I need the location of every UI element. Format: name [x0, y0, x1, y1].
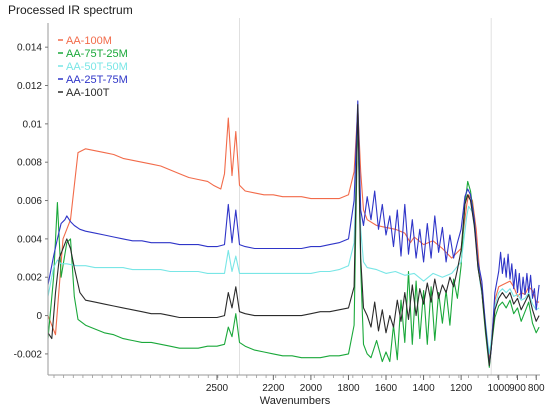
reference-lines — [239, 18, 492, 375]
y-tick-label: 0.012 — [17, 81, 42, 92]
y-tick-label: 0.002 — [17, 273, 42, 284]
y-tick-label: 0.01 — [23, 119, 43, 130]
axes: -0.002 0 0.002 0.004 0.006 0.008 0.01 0.012 0.01… — [14, 23, 545, 394]
x-tick-label: 2000 — [300, 383, 323, 394]
legend: AA-100MAA-75T-25MAA-50T-50MAA-25T-75MAA-… — [58, 35, 128, 99]
x-axis-label: Wavenumbers — [260, 395, 331, 407]
legend-label: AA-100T — [66, 87, 110, 99]
y-tick-label: 0.008 — [17, 158, 42, 169]
x-tick-label: 900 — [509, 383, 526, 394]
y-tick-label: 0.014 — [17, 43, 42, 54]
x-tick-label: 800 — [528, 383, 545, 394]
y-tick-label: 0 — [36, 311, 42, 322]
legend-label: AA-100M — [66, 35, 112, 47]
legend-label: AA-75T-25M — [66, 48, 128, 60]
series-line-3 — [47, 115, 540, 355]
legend-label: AA-25T-75M — [66, 74, 128, 86]
x-tick-label: 1000 — [488, 383, 511, 394]
legend-label: AA-50T-50M — [66, 61, 128, 73]
series-layer — [47, 100, 540, 368]
y-tick-label: -0.002 — [14, 349, 43, 360]
x-tick-label: 1600 — [375, 383, 398, 394]
x-tick-label: 1800 — [337, 383, 360, 394]
x-tick-label: 2500 — [206, 383, 229, 394]
y-tick-label: 0.006 — [17, 196, 42, 207]
y-tick-label: 0.004 — [17, 234, 42, 245]
x-tick-label: 1400 — [412, 383, 435, 394]
x-tick-label: 2200 — [262, 383, 285, 394]
chart-title: Processed IR spectrum — [8, 3, 133, 17]
series-line-4 — [47, 100, 540, 365]
series-line-5 — [47, 104, 540, 366]
series-line-1 — [47, 107, 540, 361]
x-tick-label: 1200 — [450, 383, 473, 394]
